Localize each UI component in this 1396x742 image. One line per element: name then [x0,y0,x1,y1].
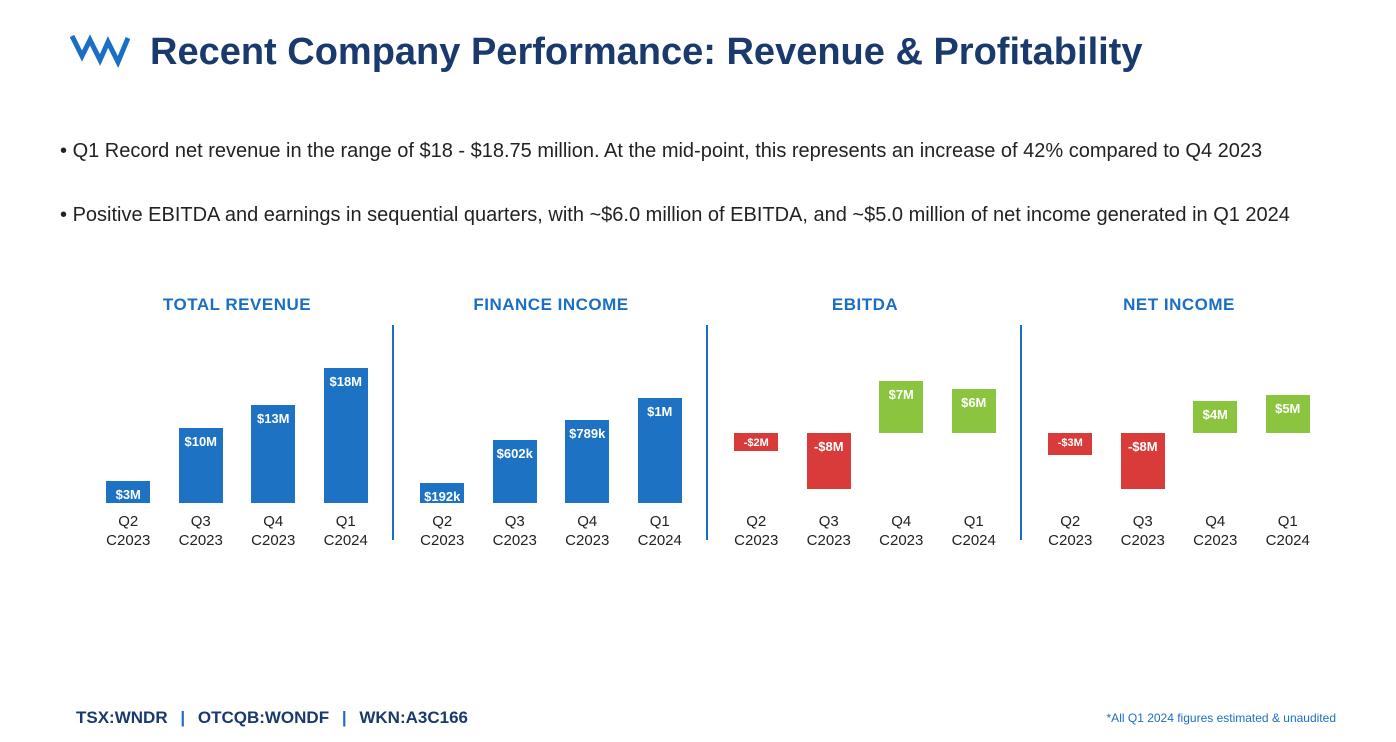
chart-title: NET INCOME [1034,295,1324,315]
chart-ebitda: EBITDA -$2M -$8M $7M $6M Q2C2023 Q3C2023 Q4C202… [708,295,1022,551]
bar-column: $6M [944,333,1004,503]
bar: $602k [493,440,537,503]
ticker-separator: | [342,708,347,727]
bar: -$8M [807,433,851,489]
bullet-item: Q1 Record net revenue in the range of $1… [60,137,1336,165]
bars-area: $192k $602k $789k $1M [406,333,696,503]
bar-column: $10M [171,428,231,503]
bar-column: $1M [630,398,690,503]
category-label: Q4C2023 [243,513,303,551]
bars-area: -$3M -$8M $4M $5M [1034,333,1324,503]
category-label: Q4C2023 [557,513,617,551]
category-labels: Q2C2023 Q3C2023 Q4C2023 Q1C2024 [1034,513,1324,551]
chart-title: EBITDA [720,295,1010,315]
bar: $4M [1193,401,1237,433]
ticker-list: TSX:WNDR | OTCQB:WONDF | WKN:A3C166 [76,708,468,728]
bar: $6M [952,389,996,433]
bar-column: $7M [871,333,931,503]
category-label: Q4C2023 [1185,513,1245,551]
ticker: TSX:WNDR [76,708,168,727]
bar: $10M [179,428,223,503]
bars-area: $3M $10M $13M $18M [92,333,382,503]
charts-row: TOTAL REVENUE $3M $10M $13M $18M Q2C2023 Q3C20… [0,265,1396,551]
chart-net-income: NET INCOME -$3M -$8M $4M $5M Q2C2023 Q3C2023 Q4… [1022,295,1336,551]
chart-total-revenue: TOTAL REVENUE $3M $10M $13M $18M Q2C2023 Q3C20… [80,295,394,551]
category-label: Q1C2024 [316,513,376,551]
bullet-list: Q1 Record net revenue in the range of $1… [0,77,1396,229]
bar: $1M [638,398,682,503]
bar: $7M [879,381,923,433]
bar-column: $18M [316,368,376,503]
bar-column: $789k [557,420,617,503]
bar-column: $4M [1185,333,1245,503]
bar: -$2M [734,433,778,451]
bar: $13M [251,405,295,503]
bar-row: -$2M -$8M $7M $6M [720,333,1010,503]
category-label: Q3C2023 [171,513,231,551]
bar: $18M [324,368,368,503]
bar: -$3M [1048,433,1092,455]
chart-finance-income: FINANCE INCOME$192k$602k$789k$1MQ2C2023Q… [394,295,708,551]
footnote: *All Q1 2024 figures estimated & unaudit… [1107,711,1336,725]
bar-column: -$2M [726,333,786,503]
ticker: WKN:A3C166 [359,708,468,727]
bar: $5M [1266,395,1310,433]
bullet-item: Positive EBITDA and earnings in sequenti… [60,201,1336,229]
bar: $789k [565,420,609,503]
company-logo-icon [70,28,130,77]
category-label: Q3C2023 [1113,513,1173,551]
category-labels: Q2C2023 Q3C2023 Q4C2023 Q1C2024 [92,513,382,551]
bar-column: $602k [485,440,545,503]
bar: -$8M [1121,433,1165,489]
chart-title: FINANCE INCOME [406,295,696,315]
bar: $192k [420,483,464,503]
category-label: Q2C2023 [1040,513,1100,551]
bar-column: $3M [98,481,158,503]
category-label: Q1C2024 [630,513,690,551]
bar-column: -$8M [1113,333,1173,503]
bar-column: $192k [412,483,472,503]
page-footer: TSX:WNDR | OTCQB:WONDF | WKN:A3C166 *All… [76,708,1336,728]
bar-column: -$8M [799,333,859,503]
bars-area: -$2M -$8M $7M $6M [720,333,1010,503]
bar-row: -$3M -$8M $4M $5M [1034,333,1324,503]
ticker: OTCQB:WONDF [198,708,329,727]
category-labels: Q2C2023 Q3C2023 Q4C2023 Q1C2024 [720,513,1010,551]
category-labels: Q2C2023 Q3C2023 Q4C2023 Q1C2024 [406,513,696,551]
page-header: Recent Company Performance: Revenue & Pr… [0,0,1396,77]
bar-column: -$3M [1040,333,1100,503]
category-label: Q3C2023 [485,513,545,551]
category-label: Q2C2023 [412,513,472,551]
page-title: Recent Company Performance: Revenue & Pr… [150,31,1142,74]
ticker-separator: | [180,708,185,727]
category-label: Q1C2024 [1258,513,1318,551]
bar-column: $13M [243,405,303,503]
category-label: Q4C2023 [871,513,931,551]
bar-column: $5M [1258,333,1318,503]
chart-title: TOTAL REVENUE [92,295,382,315]
category-label: Q3C2023 [799,513,859,551]
bar: $3M [106,481,150,503]
category-label: Q2C2023 [98,513,158,551]
category-label: Q2C2023 [726,513,786,551]
category-label: Q1C2024 [944,513,1004,551]
